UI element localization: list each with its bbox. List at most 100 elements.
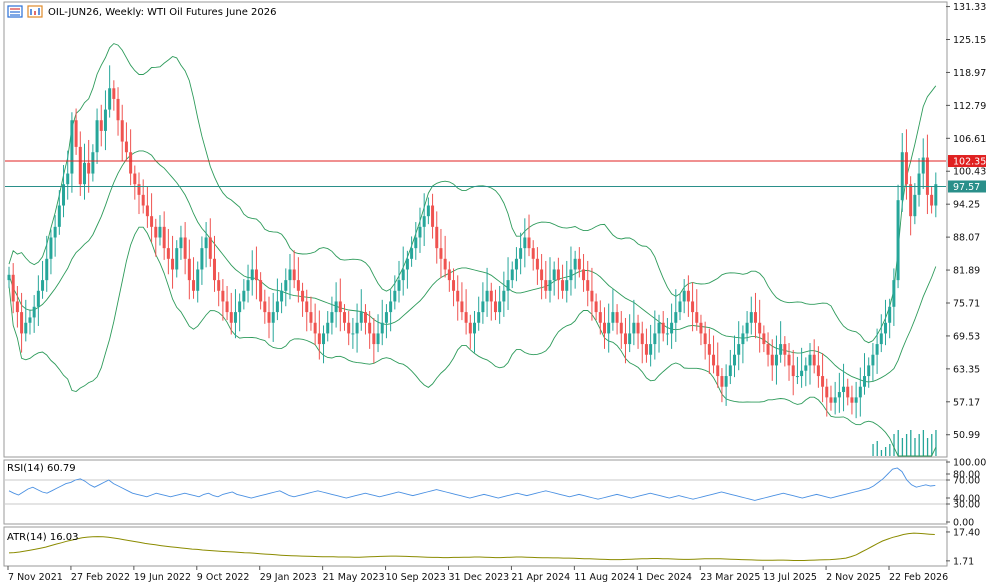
candle-body (586, 280, 590, 291)
candle-body (573, 258, 577, 270)
candle-body (456, 290, 460, 302)
candle-body (192, 280, 196, 291)
candle-body (363, 312, 367, 323)
candle-body (921, 157, 925, 174)
candle-body (225, 301, 229, 313)
candle-body (150, 216, 154, 227)
candle-body (250, 269, 254, 281)
candle-body (569, 269, 573, 281)
atr-tick-label: 17.40 (953, 527, 980, 538)
candle-body (888, 306, 892, 323)
candle-body (452, 280, 456, 291)
candle-body (70, 120, 74, 174)
candle-body (892, 280, 896, 307)
candle-body (749, 312, 753, 323)
candle-body (770, 354, 774, 366)
candle-body (502, 290, 506, 302)
candle-body (636, 322, 640, 334)
volume-bar (931, 434, 933, 456)
candle-body (326, 322, 330, 334)
candle-body (418, 226, 422, 238)
candle-body (208, 237, 212, 259)
candle-body (322, 333, 326, 345)
candle-body (791, 365, 795, 377)
candle-body (804, 365, 808, 371)
candle-body (384, 312, 388, 323)
candle-body (854, 397, 858, 403)
candle-body (665, 333, 669, 335)
red-level-badge (948, 155, 986, 168)
candle-body (41, 280, 45, 291)
price-tick-label: 57.17 (953, 397, 980, 408)
candle-body (787, 354, 791, 366)
candle-body (904, 152, 908, 185)
candle-body (661, 322, 665, 334)
candle-body (833, 397, 837, 403)
candle-body (129, 152, 133, 174)
candle-body (842, 386, 846, 393)
candle-body (229, 312, 233, 323)
candle-body (317, 333, 321, 345)
candle-body (78, 146, 82, 185)
rsi-tick-label: 40.00 (953, 494, 980, 505)
candle-body (414, 237, 418, 249)
candle-body (741, 333, 745, 345)
candle-body (20, 312, 24, 334)
candle-body (422, 216, 426, 227)
rsi-tick-label: 0.00 (953, 518, 974, 529)
candle-body (166, 248, 170, 259)
candle-body (196, 269, 200, 291)
price-tick-label: 69.53 (953, 331, 980, 342)
candle-body (342, 312, 346, 323)
candle-body (544, 280, 548, 291)
candle-body (510, 269, 514, 281)
volume-bar (922, 430, 925, 456)
candle-body (896, 200, 900, 281)
candle-body (737, 344, 741, 355)
candle-body (934, 184, 938, 206)
candle-body (682, 290, 686, 302)
candle-body (670, 322, 674, 334)
candle-body (846, 386, 850, 398)
date-tick-label: 31 Dec 2023 (449, 572, 510, 583)
date-tick-label: 21 May 2023 (323, 572, 385, 583)
candle-body (733, 354, 737, 366)
candle-body (649, 344, 653, 355)
candle-body (695, 312, 699, 323)
candle-body (527, 237, 531, 249)
candle-body (485, 290, 489, 302)
candle-body (825, 386, 829, 398)
atr-title: ATR(14) 16.03 (7, 532, 78, 543)
candle-body (11, 274, 15, 302)
candle-body (477, 312, 481, 323)
atr-plot: 17.40 1.71 (8, 527, 980, 567)
candle-body (762, 333, 766, 345)
candle-body (594, 301, 598, 313)
atr-tick-label: 1.71 (953, 556, 974, 567)
candle-body (628, 333, 632, 345)
price-tick-label: 112.79 (953, 101, 986, 112)
date-tick-label: 29 Jan 2023 (260, 572, 317, 583)
chart-header: OIL-JUN26, Weekly: WTI Oil Futures June … (7, 5, 277, 18)
candle-body (800, 370, 804, 377)
rsi-tick-label: 70.00 (953, 476, 980, 487)
candle-body (158, 226, 162, 238)
candle-body (397, 280, 401, 291)
candle-body (82, 162, 86, 185)
date-tick-label: 10 Sep 2023 (386, 572, 446, 583)
candle-body (712, 354, 716, 366)
candle-body (644, 344, 648, 355)
candle-body (548, 280, 552, 291)
candle-body (540, 269, 544, 281)
candle-body (204, 237, 208, 249)
candle-body (829, 397, 833, 403)
volume-bar (926, 438, 929, 456)
candle-body (271, 312, 275, 323)
candle-body (821, 376, 825, 387)
bollinger-upper (8, 43, 937, 344)
candle-body (217, 280, 221, 291)
candle-body (435, 226, 439, 249)
candle-body (45, 258, 49, 281)
candle-body (108, 88, 112, 110)
